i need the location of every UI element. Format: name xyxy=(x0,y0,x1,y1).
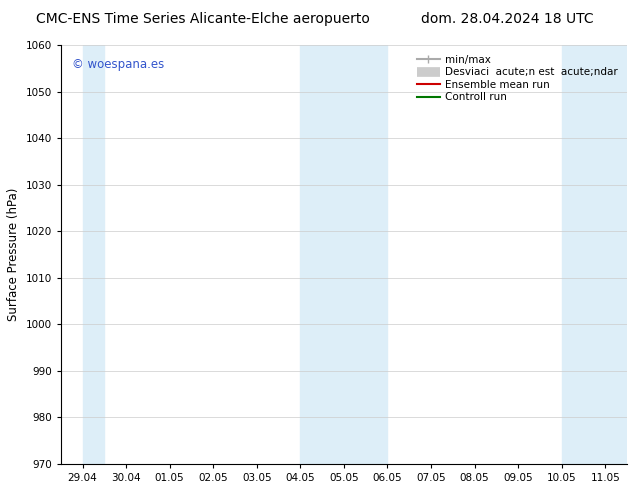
Text: © woespana.es: © woespana.es xyxy=(72,58,164,71)
Text: CMC-ENS Time Series Alicante-Elche aeropuerto: CMC-ENS Time Series Alicante-Elche aerop… xyxy=(36,12,370,26)
Text: dom. 28.04.2024 18 UTC: dom. 28.04.2024 18 UTC xyxy=(421,12,593,26)
Bar xyxy=(562,45,634,464)
Legend: min/max, Desviaci  acute;n est  acute;ndar, Ensemble mean run, Controll run: min/max, Desviaci acute;n est acute;ndar… xyxy=(413,50,622,107)
Y-axis label: Surface Pressure (hPa): Surface Pressure (hPa) xyxy=(7,188,20,321)
Bar xyxy=(82,45,105,464)
Bar xyxy=(301,45,387,464)
